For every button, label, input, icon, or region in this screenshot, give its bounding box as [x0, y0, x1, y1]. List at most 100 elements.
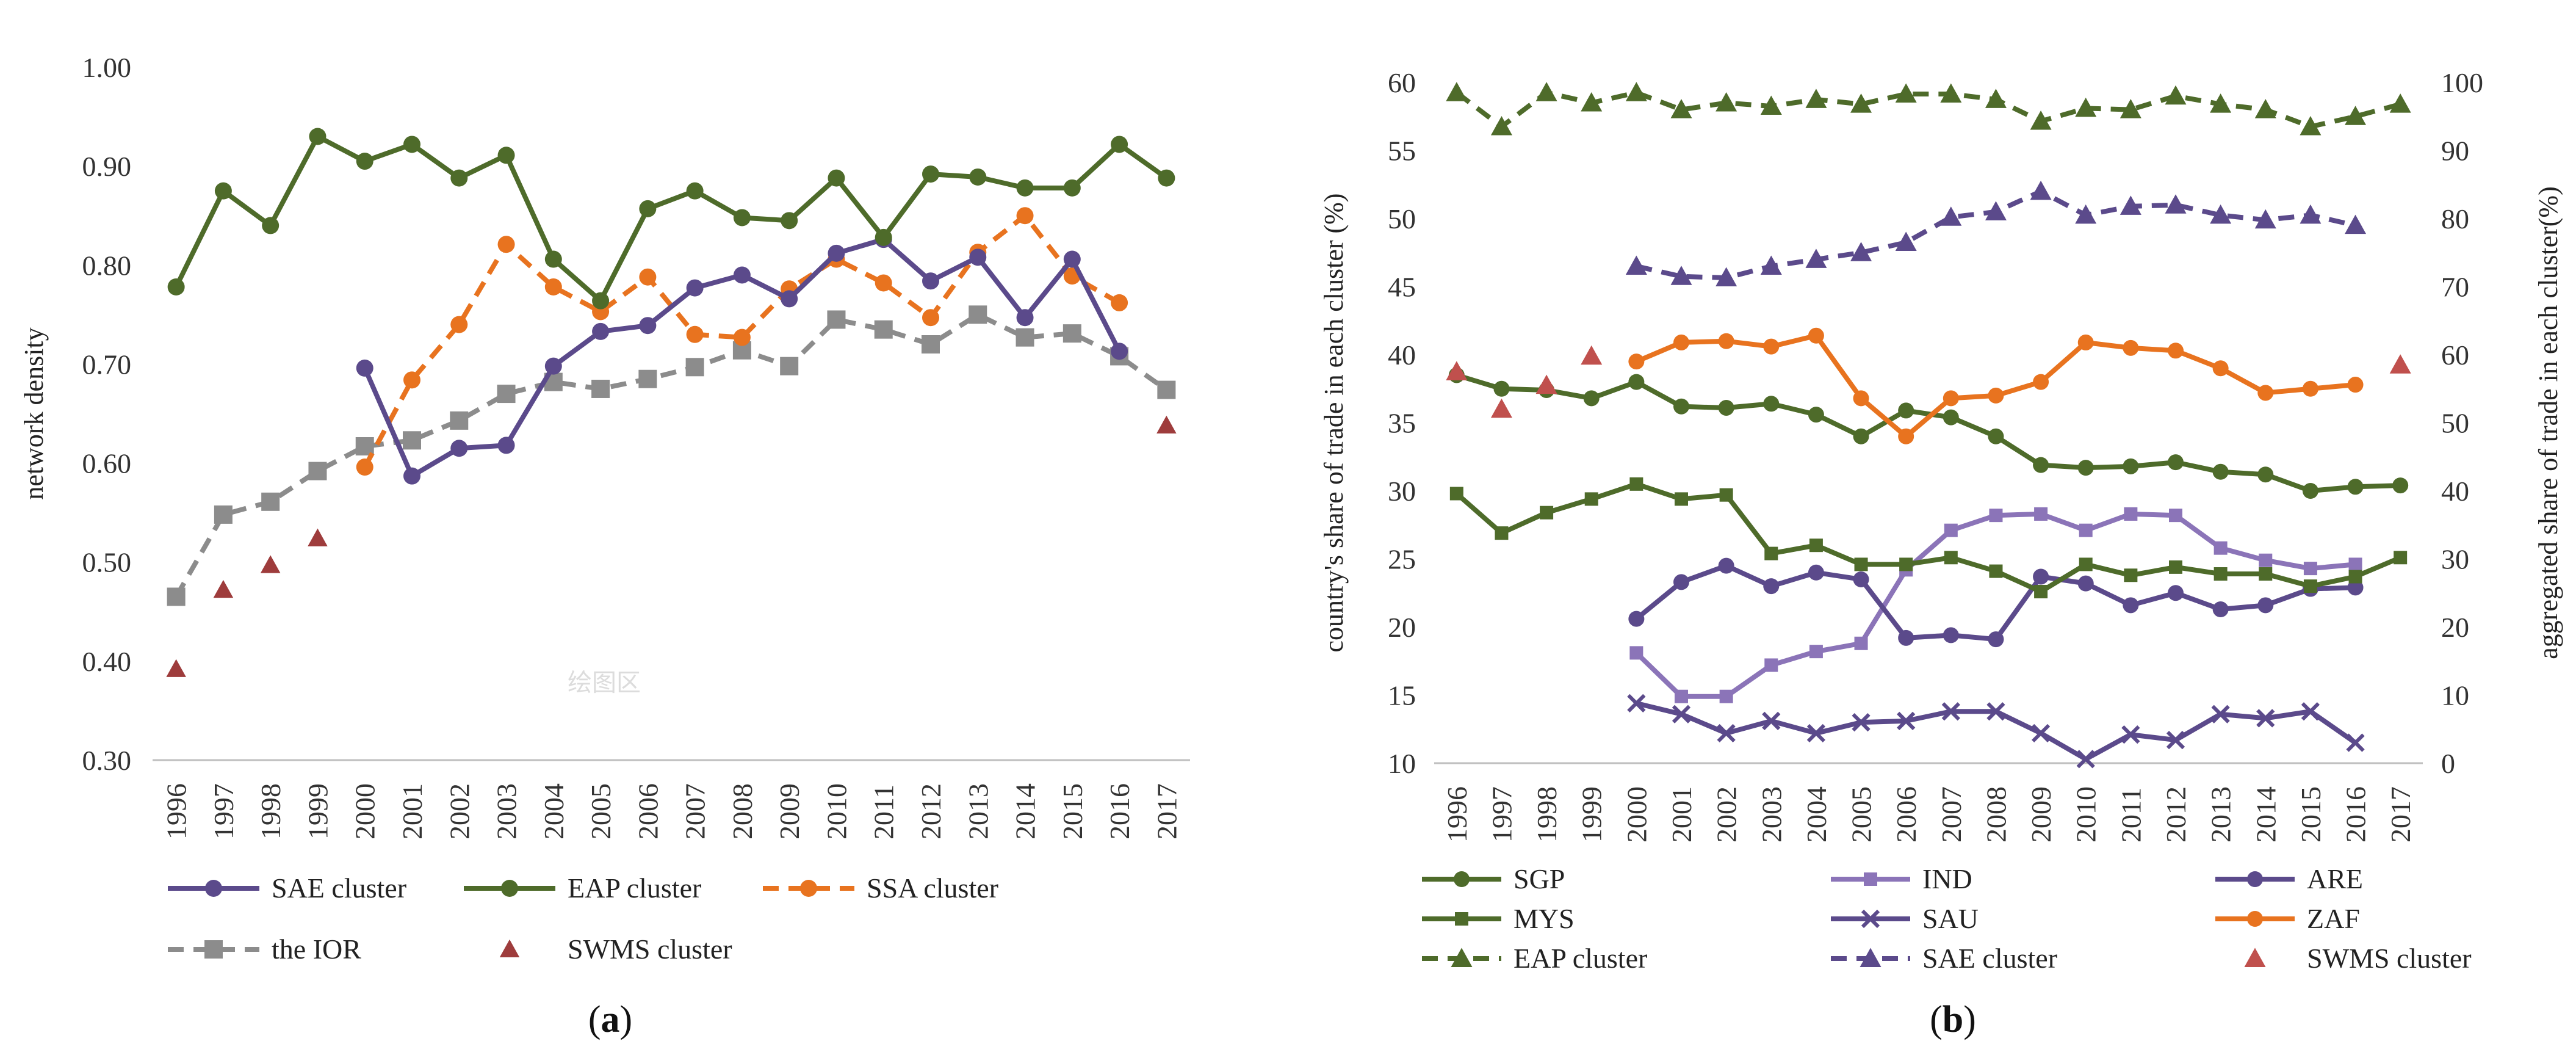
- chart-a-eap-cluster-point: [781, 212, 798, 230]
- chart-a-eap-cluster-point: [1016, 179, 1034, 197]
- chart-a-ssa-cluster-point: [450, 316, 468, 333]
- chart-b-sae-cluster-point: [2210, 204, 2232, 224]
- chart-b-eap-cluster-point: [2210, 93, 2232, 113]
- chart-a-watermark: 绘图区: [568, 669, 641, 697]
- chart-b-sau-point: [2301, 702, 2320, 721]
- chart-b-y-label: country's share of trade in each cluster…: [1319, 194, 1349, 653]
- chart-b-mys-legend-marker: [1455, 912, 1468, 926]
- chart-b-legend-label: SGP: [1513, 863, 1565, 894]
- chart-a-ssa-cluster-point: [1111, 294, 1128, 311]
- chart-a-legend-label: the IOR: [272, 934, 361, 965]
- chart-b-are-point: [1718, 557, 1734, 574]
- chart-b-legend-label: ARE: [2307, 863, 2363, 894]
- chart-b-are-point: [1673, 574, 1689, 590]
- chart-b-ind-point: [2169, 509, 2182, 523]
- chart-a-swms-cluster-point: [308, 528, 328, 546]
- chart-b-y-tick: 20: [1388, 612, 1416, 643]
- chart-b-eap-cluster-point: [1985, 89, 2007, 108]
- chart-a-sae-cluster-point: [733, 266, 751, 284]
- chart-b-mys-point: [1540, 506, 1554, 520]
- chart-a-ssa-cluster-point: [497, 236, 515, 253]
- chart-a-ssa-cluster-point: [922, 309, 939, 327]
- chart-b-eap-cluster-point: [1895, 83, 1917, 103]
- chart-a-sae-cluster-point: [1111, 343, 1128, 360]
- chart-a-the-ior-point: [450, 411, 469, 430]
- chart-b-x-tick: 2002: [1711, 786, 1742, 843]
- chart-b-sau-point: [2166, 730, 2185, 750]
- chart-b-mys-point: [2124, 568, 2138, 582]
- chart-a-eap-cluster-point: [1063, 179, 1081, 197]
- chart-b-are-point: [1898, 629, 1914, 646]
- chart-b-sau-point: [1627, 694, 1646, 713]
- chart-b-zaf-point: [2033, 374, 2049, 390]
- chart-b-zaf-point: [1808, 327, 1824, 344]
- chart-a-the-ior-point: [1016, 328, 1034, 347]
- chart-a-x-tick: 1997: [208, 783, 239, 839]
- chart-a-legend-label: SSA cluster: [867, 872, 998, 904]
- chart-b-x-tick: 1997: [1486, 786, 1517, 843]
- chart-b-sgp-point: [1493, 380, 1510, 397]
- chart-b-x-tick: 2001: [1666, 786, 1697, 843]
- chart-b-x-tick: 2015: [2295, 786, 2326, 843]
- chart-a-x-tick: 2014: [1010, 783, 1041, 839]
- chart-b-are-point: [2347, 579, 2364, 596]
- chart-b-sau-point: [2346, 733, 2365, 752]
- chart-b-panel-label: (b): [1930, 999, 1976, 1040]
- chart-b-y2-tick: 30: [2441, 544, 2469, 575]
- chart-b-sau-legend-marker: [1861, 909, 1880, 929]
- chart-a-ssa-cluster-point: [403, 371, 420, 389]
- chart-b-ind-point: [1629, 646, 1643, 660]
- chart-b-swms-cluster-point: [1490, 398, 1512, 418]
- chart-a-eap-cluster-point: [828, 169, 845, 187]
- chart-b-zaf-point: [1628, 353, 1645, 370]
- chart-a-legend: SAE cluster EAP cluster SSA cluster the IOR…: [168, 872, 998, 965]
- chart-b-x-tick: 2013: [2206, 786, 2237, 843]
- chart-b: 10 15 20 25 30 35 40 45 50 55 60 0 10 20 30 40 50 60 70 80 9…: [1288, 0, 2576, 1055]
- chart-b-sgp-point: [1988, 428, 2004, 444]
- chart-b-sgp-point: [1943, 409, 1959, 426]
- chart-b-sau-point: [2121, 725, 2140, 744]
- chart-b-sgp-point: [2347, 479, 2364, 495]
- chart-b-sgp-point: [1808, 407, 1824, 423]
- chart-a-eap-cluster-point: [733, 209, 751, 227]
- chart-b-zaf-point: [1898, 428, 1914, 444]
- chart-b-legend-label: EAP cluster: [1513, 943, 1647, 974]
- chart-b-eap-cluster-point: [1670, 99, 1692, 118]
- chart-b-mys-point: [1584, 492, 1598, 506]
- chart-b-zaf-point: [2168, 343, 2184, 359]
- chart-b-y-tick: 40: [1388, 339, 1416, 371]
- chart-b-x-tick: 2009: [2026, 786, 2057, 843]
- chart-a-x-tick: 2002: [444, 783, 475, 839]
- chart-b-x-tick: 2005: [1846, 786, 1877, 843]
- chart-b-sgp-point: [2257, 466, 2274, 483]
- chart-a-y-tick: 0.80: [82, 250, 132, 281]
- chart-b-ind-legend-marker: [1864, 872, 1877, 886]
- chart-a-eap-cluster-line: [174, 134, 1168, 303]
- chart-a-y-tick: 1.00: [82, 52, 132, 83]
- chart-a-y-tick: 0.70: [82, 349, 132, 380]
- chart-a-sae-cluster-point: [544, 357, 562, 375]
- chart-a-swms-cluster-point: [260, 555, 281, 573]
- chart-a-the-ior-point: [922, 335, 940, 353]
- chart-a-sae-cluster-point: [922, 272, 939, 290]
- chart-a-swms-cluster-legend-marker: [499, 939, 520, 957]
- chart-a-eap-cluster-point: [1158, 169, 1175, 187]
- chart-b-sgp-point: [1763, 396, 1780, 412]
- chart-b-are-point: [1763, 578, 1780, 595]
- chart-b-mys-point: [2303, 579, 2317, 593]
- chart-b-zaf-line: [1635, 333, 2356, 439]
- chart-b-sae-cluster-point: [1850, 242, 1872, 261]
- chart-b-are-point: [1853, 571, 1869, 587]
- chart-a-eap-cluster-point: [639, 200, 657, 217]
- chart-a-the-ior-point: [214, 505, 233, 524]
- chart-b-eap-cluster-point: [1760, 95, 1782, 115]
- chart-a-legend-label: SWMS cluster: [568, 934, 732, 965]
- chart-b-y2-tick: 80: [2441, 203, 2469, 234]
- chart-b-zaf-legend-marker: [2247, 911, 2263, 927]
- chart-a-sae-cluster-point: [592, 322, 610, 340]
- chart-b-are-point: [1808, 564, 1824, 581]
- chart-b-sgp-point: [1718, 399, 1734, 416]
- chart-b-zaf-point: [1673, 334, 1689, 350]
- chart-a-the-ior-legend-marker: [204, 940, 223, 959]
- chart-b-series-group: [1446, 82, 2411, 769]
